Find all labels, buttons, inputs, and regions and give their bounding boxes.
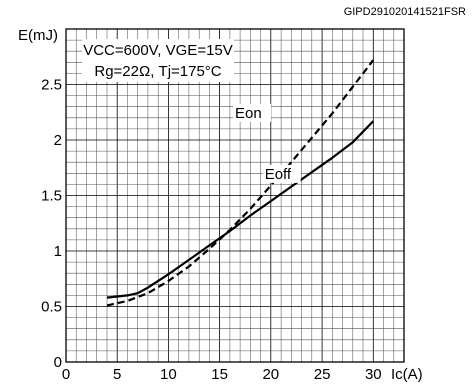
series-line-eon <box>106 59 375 307</box>
x-tick-label: 15 <box>211 366 228 383</box>
plot-frame <box>65 28 405 363</box>
x-tick-label: 30 <box>365 366 382 383</box>
series-lines <box>106 59 375 307</box>
conditions-line-1: VCC=600V, VGE=15V <box>83 42 233 59</box>
x-tick-label: 10 <box>160 366 177 383</box>
x-tick-label: 5 <box>113 366 121 383</box>
y-axis-title: E(mJ) <box>18 27 58 44</box>
x-tick-label: 25 <box>314 366 331 383</box>
x-axis-title: Ic(A) <box>391 366 423 383</box>
x-tick-label: 0 <box>62 366 70 383</box>
y-tick-label: 2 <box>54 132 62 149</box>
tick-labels: 0 5 10 15 20 25 30 0 0.5 1 1.5 2 2.5 <box>41 77 382 384</box>
conditions-background <box>82 39 234 82</box>
series-line-eoff <box>106 120 375 299</box>
y-tick-label: 2.5 <box>41 77 62 94</box>
y-tick-label: 1.5 <box>41 188 62 205</box>
x-tick-label: 20 <box>262 366 279 383</box>
series-label-background <box>262 164 301 183</box>
y-tick-label: 0.5 <box>41 299 62 316</box>
y-tick-label: 0 <box>54 354 62 371</box>
series-label-eon: Eon <box>235 105 262 122</box>
y-tick-label: 1 <box>54 243 62 260</box>
series-label-eoff: Eoff <box>265 166 292 183</box>
document-id: GIPD291020141521FSR <box>344 6 466 18</box>
conditions-box: VCC=600V, VGE=15V Rg=22Ω, Tj=175°C <box>82 39 234 82</box>
conditions-line-2: Rg=22Ω, Tj=175°C <box>94 63 221 80</box>
series-label-background <box>233 103 271 122</box>
series-labels: Eon Eoff <box>233 103 301 183</box>
